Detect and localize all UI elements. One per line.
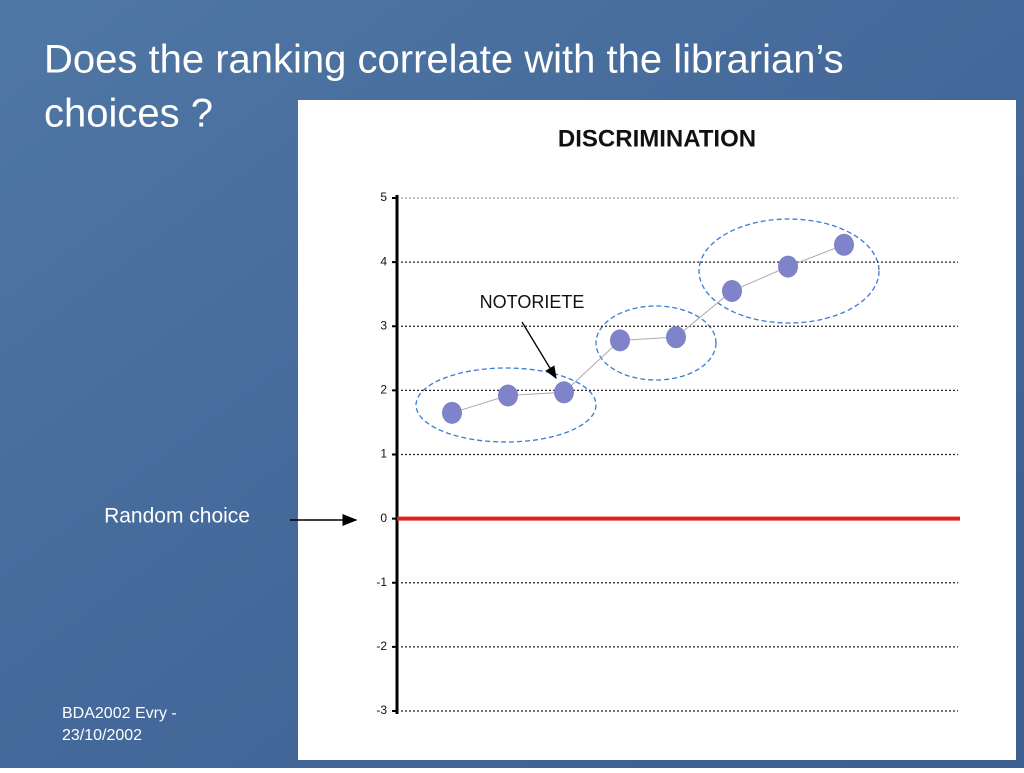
footer: 23/10/2002 xyxy=(62,727,142,744)
groupings xyxy=(415,218,880,443)
slide-title-2: choices ? xyxy=(44,92,213,136)
y-tick-label: 2 xyxy=(380,383,387,397)
group-ellipse xyxy=(698,218,880,324)
group-ellipse xyxy=(415,367,597,443)
data-point xyxy=(554,381,574,404)
data-point xyxy=(498,384,518,407)
y-tick-label: 4 xyxy=(380,254,387,268)
data-point xyxy=(442,401,462,424)
y-tick-label: -2 xyxy=(376,639,387,653)
data-point xyxy=(834,233,854,256)
group-ellipse xyxy=(595,305,717,381)
data-point xyxy=(610,329,630,352)
side-label: Random choice xyxy=(104,505,250,528)
y-tick-label: -3 xyxy=(376,703,387,717)
data-point xyxy=(666,326,686,349)
chart-panel xyxy=(298,100,1016,760)
footer: BDA2002 Evry - xyxy=(62,705,177,722)
data-point xyxy=(778,255,798,278)
y-tick-label: 0 xyxy=(380,511,387,525)
slide-title-1: Does the ranking correlate with the libr… xyxy=(44,38,844,82)
annotation: NOTORIETE xyxy=(480,292,585,312)
data-point xyxy=(722,279,742,302)
y-tick-label: 5 xyxy=(380,190,387,204)
y-tick-label: 3 xyxy=(380,318,387,332)
chart-title: DISCRIMINATION xyxy=(558,125,756,152)
y-tick-label: 1 xyxy=(380,447,387,461)
y-tick-label: -1 xyxy=(376,575,387,589)
annotation-arrow xyxy=(521,321,557,380)
